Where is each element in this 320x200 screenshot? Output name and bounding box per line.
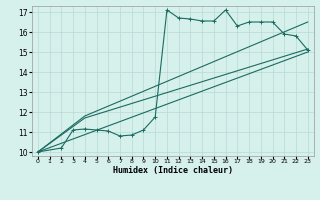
X-axis label: Humidex (Indice chaleur): Humidex (Indice chaleur) xyxy=(113,166,233,175)
